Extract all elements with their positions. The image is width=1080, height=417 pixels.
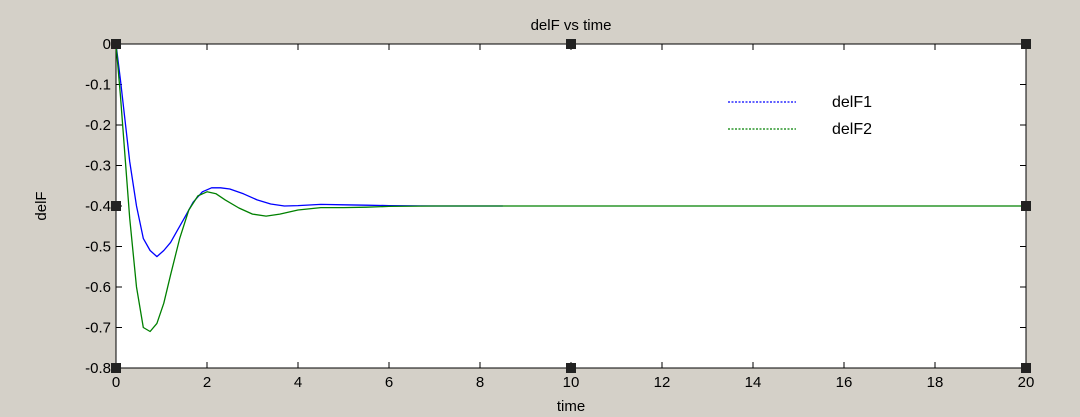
x-tick-label-9: 18	[927, 374, 944, 391]
y-tick-label-0: 0	[103, 36, 111, 53]
y-tick-label-7: -0.7	[85, 320, 111, 337]
chart-title: delF vs time	[531, 17, 612, 34]
series-line-delF2	[115, 43, 1026, 333]
y-tick-label-2: -0.2	[85, 117, 111, 134]
y-tick-label-3: -0.3	[85, 158, 111, 175]
x-tick-label-8: 16	[836, 374, 853, 391]
series-line-delF1	[115, 43, 503, 258]
y-tick-label-6: -0.6	[85, 279, 111, 296]
x-tick-label-4: 8	[476, 374, 484, 391]
tick-layer: 0 2 4 6 8 10 12 14 16 18 20 0 -0.1 -0.2 -0.3 -0.4 -0.5 -0…	[85, 36, 1034, 391]
resize-handle-top-right[interactable]	[1021, 39, 1031, 49]
y-axis-label: delF	[33, 191, 50, 220]
x-tick-label-6: 12	[654, 374, 671, 391]
x-tick-label-10: 20	[1018, 374, 1035, 391]
x-tick-label-7: 14	[745, 374, 762, 391]
x-tick-label-1: 2	[203, 374, 211, 391]
resize-handle-bottom-center[interactable]	[566, 363, 576, 373]
y-tick-label-1: -0.1	[85, 77, 111, 94]
x-tick-label-3: 6	[385, 374, 393, 391]
resize-handle-top-center[interactable]	[566, 39, 576, 49]
resize-handle-top-left[interactable]	[111, 39, 121, 49]
x-tick-label-5: 10	[563, 374, 580, 391]
resize-handle-bottom-left[interactable]	[111, 363, 121, 373]
x-tick-label-2: 4	[294, 374, 302, 391]
legend-label-delF2: delF2	[832, 121, 872, 138]
x-tick-label-0: 0	[112, 374, 120, 391]
legend: delF1 delF2	[728, 94, 872, 138]
y-tick-label-5: -0.5	[85, 239, 111, 256]
y-tick-label-8: -0.8	[85, 360, 111, 377]
resize-handle-middle-left[interactable]	[111, 201, 121, 211]
edit-handles[interactable]	[111, 39, 1031, 373]
y-tick-label-4: -0.4	[85, 198, 111, 215]
series-layer	[115, 43, 1026, 333]
resize-handle-middle-right[interactable]	[1021, 201, 1031, 211]
resize-handle-bottom-right[interactable]	[1021, 363, 1031, 373]
legend-label-delF1: delF1	[832, 94, 872, 111]
x-axis-label: time	[557, 398, 585, 415]
